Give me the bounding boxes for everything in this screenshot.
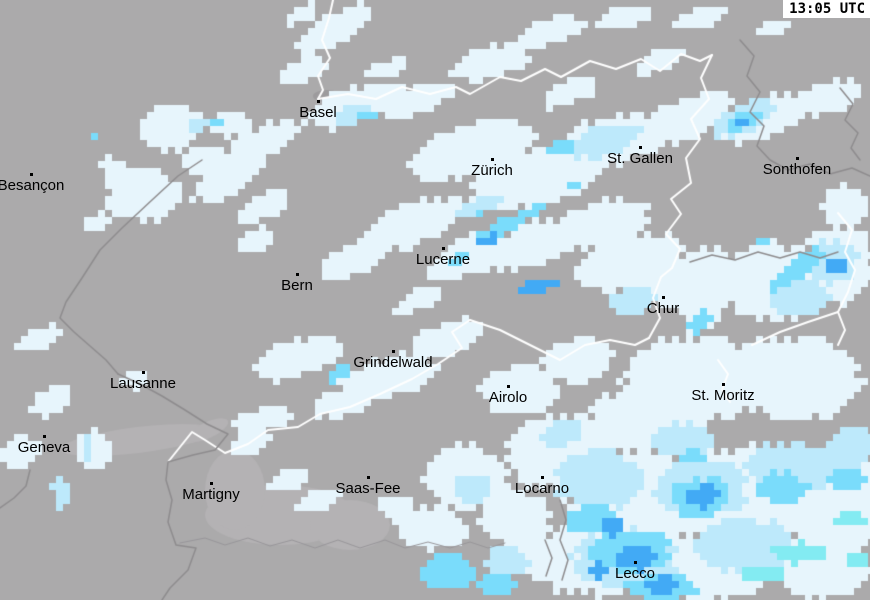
- city-dot: [142, 371, 145, 374]
- city-label: Martigny: [182, 486, 240, 503]
- city-label: Chur: [646, 300, 680, 317]
- city-dot: [43, 435, 46, 438]
- city-label: Geneva: [17, 439, 71, 456]
- city-label: Saas-Fee: [335, 480, 401, 497]
- city-dot: [210, 482, 213, 485]
- city-dot: [392, 350, 395, 353]
- city-dot: [296, 273, 299, 276]
- city-dot: [722, 383, 725, 386]
- city-label: Airolo: [488, 389, 528, 406]
- city-label: Lucerne: [415, 251, 471, 268]
- city-label: Zürich: [471, 162, 513, 179]
- city-label: Bern: [281, 277, 313, 294]
- city-dot: [662, 296, 665, 299]
- timestamp-badge: 13:05 UTC: [783, 0, 870, 18]
- city-label: St. Moritz: [691, 387, 755, 404]
- city-dot: [541, 476, 544, 479]
- city-label: St. Gallen: [607, 150, 673, 167]
- city-dot: [30, 173, 33, 176]
- city-dot: [367, 476, 370, 479]
- city-dot: [507, 385, 510, 388]
- city-dot: [634, 561, 637, 564]
- city-label: Besançon: [0, 177, 65, 194]
- city-label: Sonthofen: [762, 161, 832, 178]
- city-dot: [491, 158, 494, 161]
- city-label: Lausanne: [110, 375, 176, 392]
- city-label: Lecco: [614, 565, 656, 582]
- city-dot: [442, 247, 445, 250]
- city-dot: [317, 100, 320, 103]
- city-dot: [796, 157, 799, 160]
- city-label: Locarno: [514, 480, 570, 497]
- city-label: Basel: [299, 104, 337, 121]
- city-dot: [639, 146, 642, 149]
- city-label: Grindelwald: [353, 354, 433, 371]
